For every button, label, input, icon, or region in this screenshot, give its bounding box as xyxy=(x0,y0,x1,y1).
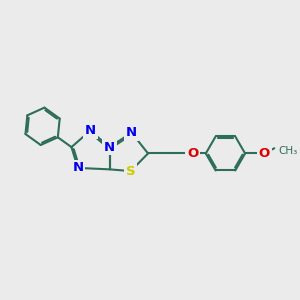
Text: CH₃: CH₃ xyxy=(279,146,298,156)
Text: N: N xyxy=(126,126,137,139)
Text: O: O xyxy=(187,147,198,160)
Text: N: N xyxy=(104,141,115,154)
Text: N: N xyxy=(85,124,96,137)
Text: S: S xyxy=(126,165,136,178)
Text: O: O xyxy=(259,147,270,160)
Text: N: N xyxy=(72,161,83,174)
